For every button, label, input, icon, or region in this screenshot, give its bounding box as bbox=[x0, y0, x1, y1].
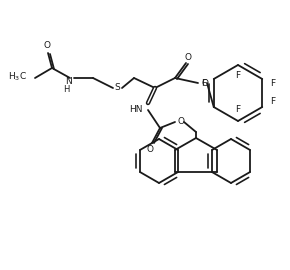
Text: H$_3$C: H$_3$C bbox=[8, 71, 27, 83]
Text: H: H bbox=[63, 86, 69, 94]
Text: F: F bbox=[235, 72, 241, 80]
Text: O: O bbox=[184, 52, 191, 62]
Text: S: S bbox=[114, 83, 120, 93]
Text: F: F bbox=[201, 79, 206, 89]
Text: HN: HN bbox=[130, 106, 143, 114]
Text: O: O bbox=[146, 144, 153, 154]
Text: F: F bbox=[270, 97, 275, 106]
Text: O: O bbox=[178, 117, 185, 127]
Text: F: F bbox=[235, 106, 241, 114]
Text: N: N bbox=[65, 77, 71, 86]
Text: O: O bbox=[44, 42, 50, 50]
Text: O: O bbox=[201, 79, 208, 87]
Text: F: F bbox=[270, 79, 275, 89]
